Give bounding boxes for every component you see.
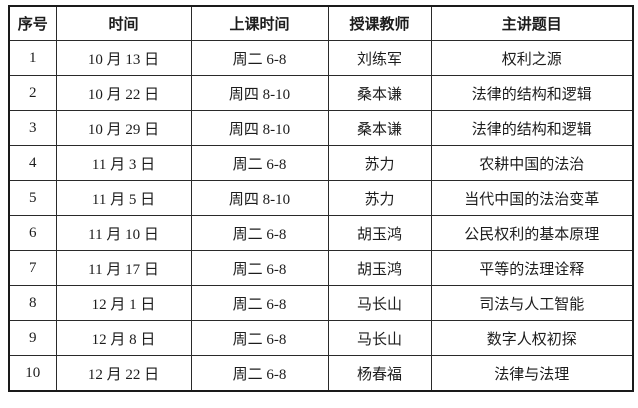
cell-topic: 公民权利的基本原理 — [430, 215, 634, 251]
cell-topic: 法律的结构和逻辑 — [430, 75, 634, 111]
cell-teacher: 杨春福 — [327, 355, 432, 392]
cell-time: 周二 6-8 — [190, 40, 329, 76]
cell-date: 12 月 8 日 — [55, 320, 192, 356]
cell-date: 11 月 17 日 — [55, 250, 192, 286]
cell-teacher: 马长山 — [327, 285, 432, 321]
cell-time: 周二 6-8 — [190, 320, 329, 356]
cell-topic: 法律的结构和逻辑 — [430, 110, 634, 146]
header-teacher: 授课教师 — [327, 5, 432, 41]
table-row: 1 10 月 13 日 周二 6-8 刘练军 权利之源 — [8, 40, 634, 76]
cell-time: 周四 8-10 — [190, 75, 329, 111]
cell-topic: 农耕中国的法治 — [430, 145, 634, 181]
header-topic: 主讲题目 — [430, 5, 634, 41]
cell-date: 11 月 3 日 — [55, 145, 192, 181]
cell-no: 1 — [8, 40, 57, 76]
cell-no: 3 — [8, 110, 57, 146]
cell-date: 10 月 22 日 — [55, 75, 192, 111]
cell-teacher: 胡玉鸿 — [327, 215, 432, 251]
cell-no: 2 — [8, 75, 57, 111]
table-row: 8 12 月 1 日 周二 6-8 马长山 司法与人工智能 — [8, 285, 634, 321]
table-row: 7 11 月 17 日 周二 6-8 胡玉鸿 平等的法理诠释 — [8, 250, 634, 286]
cell-teacher: 刘练军 — [327, 40, 432, 76]
cell-time: 周四 8-10 — [190, 110, 329, 146]
cell-teacher: 桑本谦 — [327, 75, 432, 111]
cell-no: 10 — [8, 355, 57, 392]
table-row: 10 12 月 22 日 周二 6-8 杨春福 法律与法理 — [8, 355, 634, 392]
cell-time: 周二 6-8 — [190, 145, 329, 181]
cell-no: 8 — [8, 285, 57, 321]
cell-topic: 数字人权初探 — [430, 320, 634, 356]
table-row: 4 11 月 3 日 周二 6-8 苏力 农耕中国的法治 — [8, 145, 634, 181]
cell-time: 周二 6-8 — [190, 285, 329, 321]
cell-no: 4 — [8, 145, 57, 181]
table-row: 6 11 月 10 日 周二 6-8 胡玉鸿 公民权利的基本原理 — [8, 215, 634, 251]
header-date: 时间 — [55, 5, 192, 41]
table-row: 9 12 月 8 日 周二 6-8 马长山 数字人权初探 — [8, 320, 634, 356]
cell-date: 11 月 5 日 — [55, 180, 192, 216]
header-no: 序号 — [8, 5, 57, 41]
cell-date: 10 月 13 日 — [55, 40, 192, 76]
cell-time: 周四 8-10 — [190, 180, 329, 216]
cell-topic: 权利之源 — [430, 40, 634, 76]
cell-topic: 当代中国的法治变革 — [430, 180, 634, 216]
cell-no: 7 — [8, 250, 57, 286]
header-class-time: 上课时间 — [190, 5, 329, 41]
cell-teacher: 苏力 — [327, 180, 432, 216]
table-row: 2 10 月 22 日 周四 8-10 桑本谦 法律的结构和逻辑 — [8, 75, 634, 111]
cell-teacher: 桑本谦 — [327, 110, 432, 146]
cell-teacher: 苏力 — [327, 145, 432, 181]
table-header-row: 序号 时间 上课时间 授课教师 主讲题目 — [8, 5, 634, 41]
table-row: 5 11 月 5 日 周四 8-10 苏力 当代中国的法治变革 — [8, 180, 634, 216]
cell-no: 9 — [8, 320, 57, 356]
cell-date: 12 月 1 日 — [55, 285, 192, 321]
cell-topic: 司法与人工智能 — [430, 285, 634, 321]
cell-topic: 法律与法理 — [430, 355, 634, 392]
cell-teacher: 马长山 — [327, 320, 432, 356]
cell-time: 周二 6-8 — [190, 250, 329, 286]
cell-time: 周二 6-8 — [190, 215, 329, 251]
table-row: 3 10 月 29 日 周四 8-10 桑本谦 法律的结构和逻辑 — [8, 110, 634, 146]
cell-date: 12 月 22 日 — [55, 355, 192, 392]
lecture-schedule-table: 序号 时间 上课时间 授课教师 主讲题目 1 10 月 13 日 周二 6-8 … — [8, 5, 634, 392]
cell-teacher: 胡玉鸿 — [327, 250, 432, 286]
cell-date: 10 月 29 日 — [55, 110, 192, 146]
cell-no: 5 — [8, 180, 57, 216]
cell-no: 6 — [8, 215, 57, 251]
cell-topic: 平等的法理诠释 — [430, 250, 634, 286]
cell-date: 11 月 10 日 — [55, 215, 192, 251]
cell-time: 周二 6-8 — [190, 355, 329, 392]
